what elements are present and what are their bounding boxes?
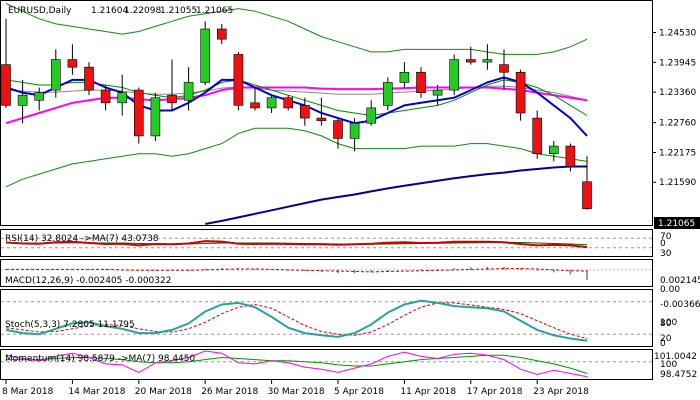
date-tick-label: 23 Apr 2018 [533, 387, 589, 397]
candle-body [432, 89, 443, 96]
candle-body [167, 94, 177, 104]
momentum-line [5, 350, 588, 378]
date-tick-label: 5 Apr 2018 [334, 387, 384, 397]
momentum-axis-top: 101.0042 [654, 352, 697, 362]
stoch-level-100: 100 [660, 318, 677, 328]
candle-body [349, 122, 360, 139]
price-series-layer [1, 3, 592, 225]
candle-body [449, 59, 460, 91]
candle-body [134, 89, 144, 137]
date-axis: 8 Mar 2018 14 Mar 2018 20 Mar 2018 26 Mar 2… [2, 380, 589, 397]
bollinger-lower-line [5, 127, 588, 188]
momentum-layer [1, 350, 652, 378]
macd-axis-bottom: -0.003669 [660, 300, 700, 310]
candle-body [366, 107, 377, 124]
candle-body [283, 97, 294, 109]
price-tick-label: 1.23360 [659, 88, 696, 98]
candle-body [515, 71, 526, 114]
rsi-level-30: 30 [660, 249, 672, 259]
ohlc-open: 1.21604 [91, 6, 128, 16]
candle-body [117, 92, 127, 104]
date-tick-label: 11 Apr 2018 [400, 387, 456, 397]
date-tick-label: 14 Mar 2018 [68, 387, 125, 397]
rsi-label: RSI(14) 32.8024 ->MA(7) 43.0738 [5, 234, 159, 244]
stoch-level-80: 80 [660, 319, 672, 329]
ohlc-close: 1.21065 [196, 6, 233, 16]
candle-body [217, 28, 227, 40]
date-tick-label: 17 Apr 2018 [467, 387, 523, 397]
rsi-level-70: 70 [660, 232, 672, 242]
last-price-label: 1.21065 [658, 219, 695, 229]
stoch-level-0: 0 [660, 339, 666, 349]
candle-body [250, 102, 260, 109]
stoch-level-20: 20 [660, 334, 672, 344]
price-tick-label: 1.22760 [659, 119, 696, 129]
momentum-axis-mid: 100 [660, 360, 677, 370]
candle-body [382, 82, 393, 106]
price-panel [0, 0, 653, 226]
candle-body [316, 117, 327, 121]
candle-body [200, 28, 210, 83]
bollinger-upper-line [5, 3, 588, 55]
macd-panel [0, 259, 653, 287]
date-tick-label: 20 Mar 2018 [135, 387, 192, 397]
candle-body [233, 54, 244, 106]
stoch-main-line [5, 299, 588, 342]
momentum-axis-bottom: 98.4752 [660, 370, 697, 380]
candle-body [399, 71, 410, 83]
candle-body [499, 64, 509, 73]
candle-body [416, 71, 426, 93]
ma-blue-line [5, 76, 588, 137]
stoch-layer [1, 299, 652, 342]
macd-axis-zero: 0.00 [660, 285, 680, 295]
candle-body [34, 92, 45, 101]
rsi-line [5, 240, 588, 249]
candle-body [482, 59, 493, 63]
date-tick-label: 26 Mar 2018 [201, 387, 258, 397]
candle-body [565, 145, 576, 167]
symbol-label: EURUSD,Daily [8, 6, 72, 16]
macd-layer [1, 266, 652, 280]
momentum-ma-line [6, 354, 588, 374]
price-tick-label: 1.24530 [659, 29, 696, 39]
candle-body [183, 82, 194, 101]
ma-green-line [5, 79, 588, 117]
macd-axis-top: 0.002145 [660, 276, 700, 286]
momentum-label: Momentum(14) 98.5879 ->MA(7) 98.4450 [5, 354, 196, 364]
stoch-panel [0, 289, 653, 347]
candle-body [532, 117, 543, 155]
candle-body [50, 59, 61, 91]
date-tick-label: 30 Mar 2018 [268, 387, 325, 397]
candle-body [67, 59, 78, 68]
price-axis: 1.24530 1.23945 1.23360 1.22760 1.22175 1.215… [652, 29, 696, 188]
candle-body [17, 94, 28, 106]
stoch-label: Stoch(5,3,3) 7.2805 11.1795 [5, 320, 135, 330]
candle-body [100, 89, 111, 104]
candle-body [1, 64, 11, 106]
ohlc-high: 1.22098 [124, 6, 161, 16]
candle-body [266, 97, 277, 109]
candle-body [299, 105, 310, 119]
candle-body [465, 59, 476, 63]
price-tick-label: 1.22175 [659, 148, 696, 158]
candle-body [548, 145, 559, 155]
ma-navy-line [205, 165, 587, 225]
price-tick-label: 1.21590 [659, 178, 696, 188]
rsi-layer [1, 237, 652, 249]
ohlc-low: 1.21055 [160, 6, 197, 16]
candle-body [84, 66, 94, 91]
macd-signal-line [6, 268, 588, 273]
price-tick-label: 1.23945 [659, 58, 696, 68]
date-tick-label: 8 Mar 2018 [2, 387, 54, 397]
last-price-badge [654, 217, 700, 229]
candle-body [582, 181, 592, 210]
rsi-level-0: 0 [660, 239, 666, 249]
macd-label: MACD(12,26,9) -0.002405 -0.000322 [5, 276, 171, 286]
candle-body [333, 120, 343, 139]
candle-body [150, 97, 161, 137]
